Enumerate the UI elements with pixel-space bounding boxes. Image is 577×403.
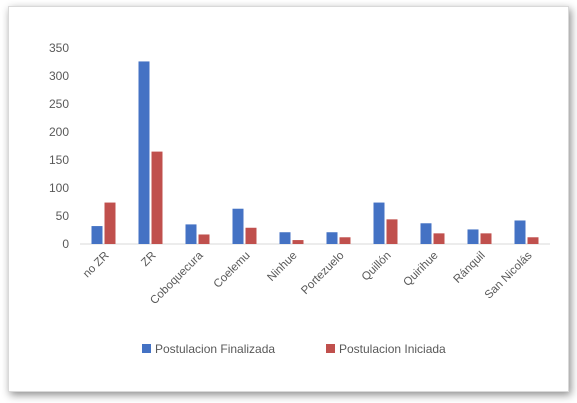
bar-series-2	[433, 233, 445, 244]
bar-series-2	[292, 240, 304, 244]
x-tick-label: no ZR	[81, 250, 112, 281]
bar-series-2	[480, 233, 492, 244]
legend-swatch-1	[142, 344, 151, 353]
bar-series-1	[232, 208, 244, 244]
bar-series-2	[104, 202, 116, 244]
bar-series-1	[373, 202, 385, 244]
x-tick-label: Quillón	[360, 250, 394, 284]
bar-series-1	[467, 229, 479, 244]
y-tick-label: 300	[49, 69, 69, 83]
y-tick-label: 150	[49, 153, 69, 167]
y-tick-label: 350	[49, 41, 69, 55]
bar-series-2	[198, 234, 210, 244]
x-tick-label: ZR	[139, 250, 158, 269]
x-tick-label: Quirihue	[401, 250, 440, 289]
bar-series-2	[386, 219, 398, 244]
y-tick-label: 50	[56, 209, 70, 223]
bar-series-2	[339, 237, 351, 244]
y-tick-label: 0	[62, 237, 69, 251]
bar-series-1	[326, 232, 338, 244]
bar-series-1	[514, 220, 526, 244]
bar-series-2	[151, 151, 163, 244]
bars	[91, 61, 539, 244]
legend-swatch-2	[326, 344, 335, 353]
bar-series-1	[420, 223, 432, 244]
bar-series-1	[185, 224, 197, 244]
bar-series-1	[91, 226, 103, 244]
x-tick-label: Ránquil	[452, 250, 488, 286]
x-tick-label: Portezuelo	[299, 250, 346, 297]
legend-label-1: Postulacion Finalizada	[155, 342, 275, 356]
y-axis: 0 50 100 150 200 250 300 350	[49, 41, 69, 251]
legend-label-2: Postulacion Iniciada	[339, 342, 446, 356]
y-tick-label: 250	[49, 97, 69, 111]
x-tick-label: Coelemu	[212, 250, 253, 291]
bar-series-2	[245, 227, 257, 244]
y-tick-label: 200	[49, 125, 69, 139]
y-tick-label: 100	[49, 181, 69, 195]
x-tick-label: Ninhue	[265, 250, 299, 284]
bar-series-1	[279, 232, 291, 244]
bar-series-1	[138, 61, 150, 244]
x-tick-label: San Nicolás	[483, 249, 535, 301]
bar-series-2	[527, 237, 539, 244]
chart-frame	[8, 6, 569, 392]
legend: Postulacion Finalizada Postulacion Inicia…	[142, 342, 446, 356]
